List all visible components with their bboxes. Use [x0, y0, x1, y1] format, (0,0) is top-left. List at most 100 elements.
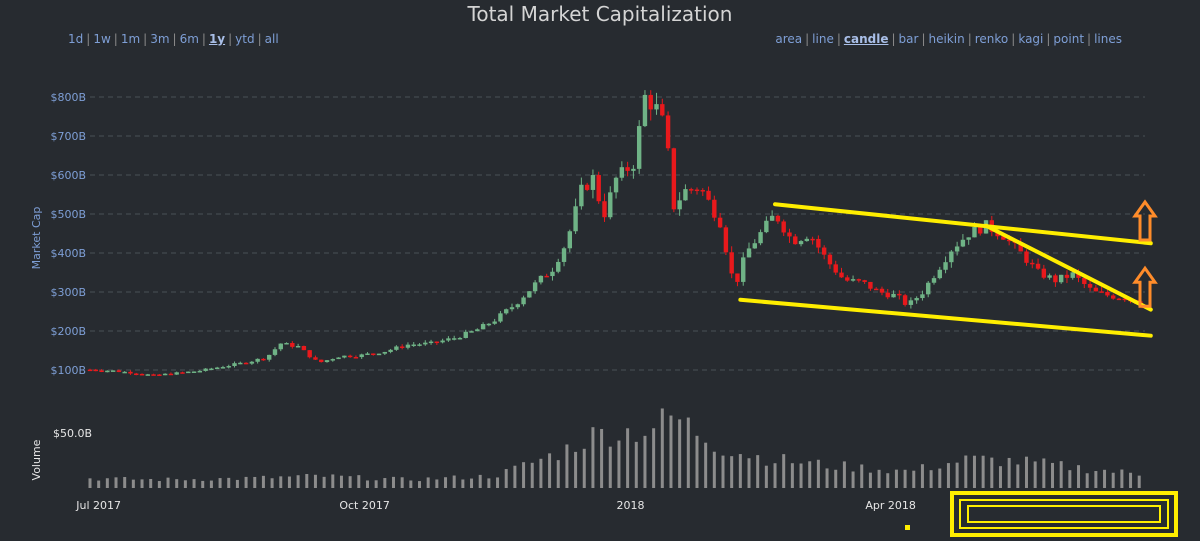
y-tick-label: $700B: [50, 130, 86, 143]
volume-bar: [756, 455, 760, 488]
candle-up: [295, 345, 301, 348]
range-option-ytd[interactable]: ytd: [235, 32, 255, 46]
candle-up: [1070, 272, 1075, 278]
volume-bar: [218, 478, 222, 488]
candle-up: [619, 167, 625, 178]
separator: |: [1011, 32, 1016, 46]
volume-bar: [1051, 462, 1055, 488]
type-option-renko[interactable]: renko: [974, 32, 1009, 46]
volume-bar: [400, 477, 404, 488]
candle-down: [810, 238, 815, 241]
volume-bar: [1077, 465, 1081, 488]
type-option-heikin[interactable]: heikin: [928, 32, 965, 46]
type-option-candle[interactable]: candle: [843, 32, 889, 46]
candle-up: [417, 344, 422, 346]
candle-up: [174, 372, 179, 375]
candle-up: [376, 353, 382, 356]
candle-up: [451, 338, 457, 340]
type-option-area[interactable]: area: [775, 32, 803, 46]
range-option-1w[interactable]: 1w: [93, 32, 111, 46]
type-option-bar[interactable]: bar: [898, 32, 919, 46]
volume-bar: [383, 478, 387, 488]
volume-bar: [1007, 457, 1011, 488]
y-tick-label: $300B: [50, 286, 86, 299]
range-option-1y[interactable]: 1y: [208, 32, 226, 46]
candle-down: [856, 279, 862, 281]
volume-bar: [1103, 469, 1107, 488]
candle-down: [821, 247, 827, 255]
candle-up: [197, 370, 203, 373]
candle-down: [1030, 262, 1035, 265]
candle-down: [1099, 291, 1104, 293]
range-option-all[interactable]: all: [264, 32, 279, 46]
trendline-channel-bottom: [738, 297, 1153, 338]
separator: |: [921, 32, 926, 46]
separator: |: [967, 32, 972, 46]
candle-up: [926, 282, 931, 295]
x-tick-label: Oct 2017: [339, 499, 390, 512]
candle-down: [1087, 284, 1093, 288]
candle-down: [712, 199, 717, 218]
candle-up: [284, 342, 289, 345]
volume-bar: [678, 419, 682, 488]
volume-bar: [790, 463, 794, 488]
trendline-wedge-top: [984, 223, 1153, 312]
type-option-point[interactable]: point: [1053, 32, 1085, 46]
range-option-6m[interactable]: 6m: [179, 32, 199, 46]
volume-bar: [88, 478, 92, 488]
candle-up: [752, 243, 757, 249]
candle-down: [168, 373, 174, 376]
volume-bar: [773, 463, 777, 488]
navigator-frame[interactable]: [950, 491, 1178, 537]
candle-down: [243, 362, 249, 365]
candle-up: [446, 338, 451, 341]
candle-up: [579, 184, 584, 207]
candle-up: [509, 307, 515, 310]
candle-down: [862, 280, 867, 282]
candle-up: [272, 349, 278, 355]
candle-up: [440, 340, 445, 343]
candle-up: [122, 371, 127, 374]
volume-bar: [669, 415, 673, 488]
separator: |: [113, 32, 118, 46]
type-option-line[interactable]: line: [812, 32, 834, 46]
type-option-lines[interactable]: lines: [1094, 32, 1122, 46]
candle-up: [1047, 275, 1052, 278]
candle-down: [313, 357, 318, 360]
up-arrow-icon: [1132, 199, 1158, 242]
candle-down: [1111, 295, 1116, 299]
volume-bar: [565, 444, 569, 488]
candle-up: [110, 370, 116, 372]
up-arrow-icon: [1132, 265, 1158, 308]
volume-bar: [1129, 472, 1133, 488]
candle-up: [850, 279, 856, 281]
candle-down: [87, 369, 93, 372]
range-option-1m[interactable]: 1m: [120, 32, 141, 46]
candle-up: [532, 282, 538, 292]
candle-up: [342, 355, 347, 358]
candle-up: [249, 361, 255, 364]
candle-up: [492, 321, 497, 324]
volume-bar: [686, 417, 690, 488]
volume-bar: [123, 477, 127, 488]
candle-up: [214, 367, 220, 370]
range-option-1d[interactable]: 1d: [68, 32, 84, 46]
candle-up: [538, 275, 544, 283]
volume-bar: [201, 480, 205, 488]
candle-down: [1006, 239, 1012, 242]
candle-up: [966, 237, 971, 240]
volume-bar: [287, 476, 291, 488]
candle-down: [602, 201, 607, 218]
navigator-handle[interactable]: [967, 505, 1161, 523]
candle-up: [388, 349, 393, 352]
volume-bar: [946, 463, 950, 488]
type-option-kagi[interactable]: kagi: [1018, 32, 1044, 46]
range-option-3m[interactable]: 3m: [150, 32, 170, 46]
candle-down: [128, 371, 133, 374]
candle-up: [972, 226, 977, 238]
volume-bar: [339, 475, 343, 488]
candle-up: [267, 354, 272, 360]
candle-up: [590, 175, 596, 190]
volume-bar: [305, 474, 309, 488]
